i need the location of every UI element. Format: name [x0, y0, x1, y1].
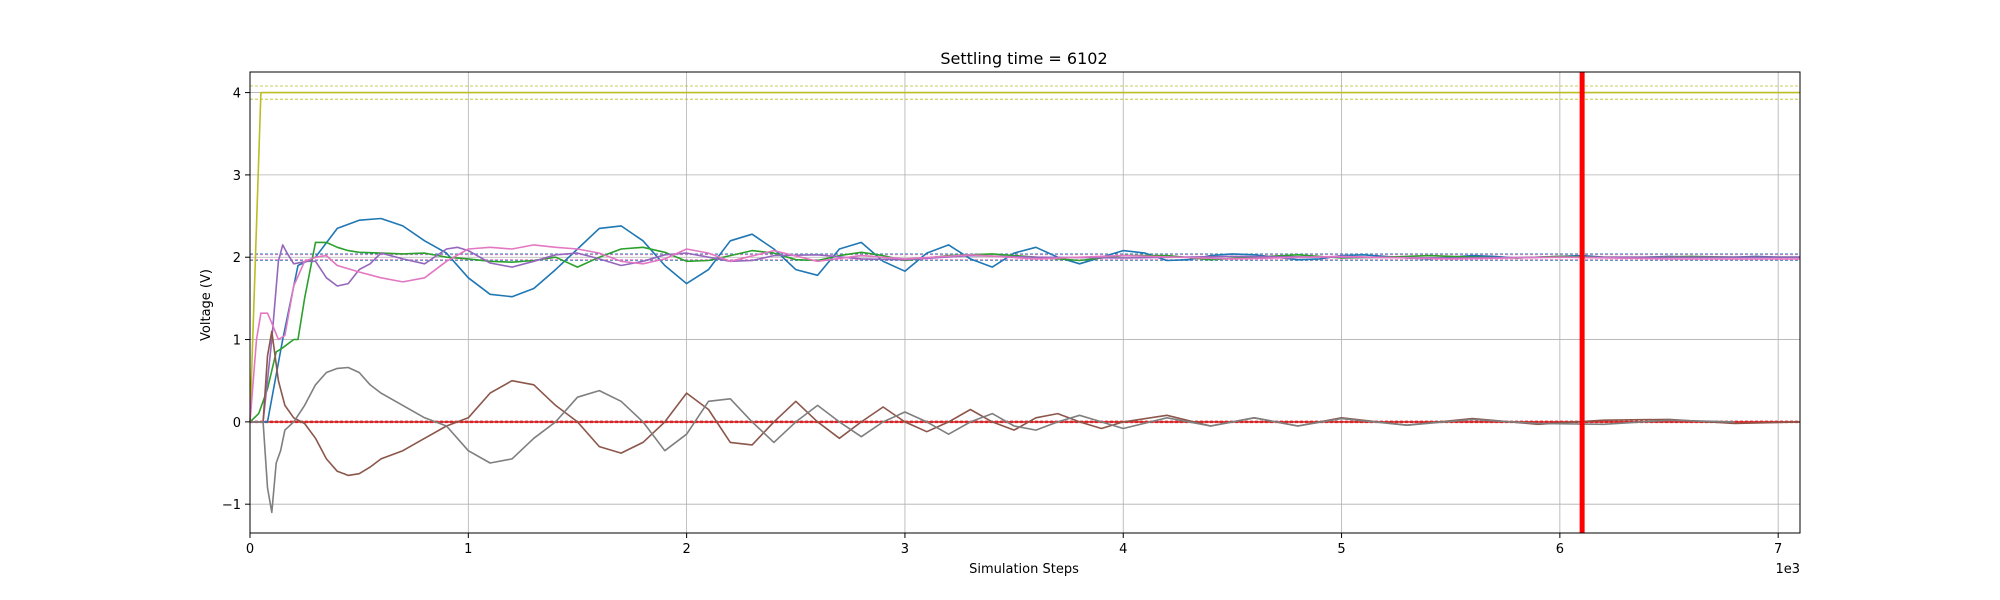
- x-tick-label: 4: [1119, 542, 1127, 557]
- series-line-olive: [249, 91, 1800, 422]
- x-tick-label: 6: [1556, 542, 1564, 557]
- x-axis-offset-label: 1e3: [1775, 562, 1800, 577]
- series-line-green: [249, 241, 1800, 423]
- y-tick-label: 1: [233, 334, 241, 349]
- y-tick-label: 0: [233, 416, 241, 431]
- x-tick-label: 0: [246, 542, 254, 557]
- y-axis-ticks: −1 0 1 2 3 4: [222, 87, 250, 513]
- series-lines: [249, 91, 1801, 514]
- chart-title: Settling time = 6102: [940, 49, 1107, 68]
- x-tick-label: 7: [1774, 542, 1782, 557]
- x-axis-label: Simulation Steps: [969, 562, 1079, 577]
- y-tick-label: 4: [233, 87, 241, 102]
- plot-area-frame: [249, 71, 1801, 534]
- x-tick-label: 3: [901, 542, 909, 557]
- x-tick-label: 2: [682, 542, 690, 557]
- y-tick-label: −1: [222, 498, 241, 513]
- y-axis-label: Voltage (V): [199, 269, 214, 341]
- y-tick-label: 2: [233, 251, 241, 266]
- series-line-gray: [250, 366, 1735, 514]
- y-tick-label: 3: [233, 169, 241, 184]
- x-axis-ticks: 0 1 2 3 4 5 6 7: [246, 533, 1782, 557]
- x-tick-label: 1: [464, 542, 472, 557]
- series-line-pink: [249, 244, 1800, 422]
- x-tick-label: 5: [1337, 542, 1345, 557]
